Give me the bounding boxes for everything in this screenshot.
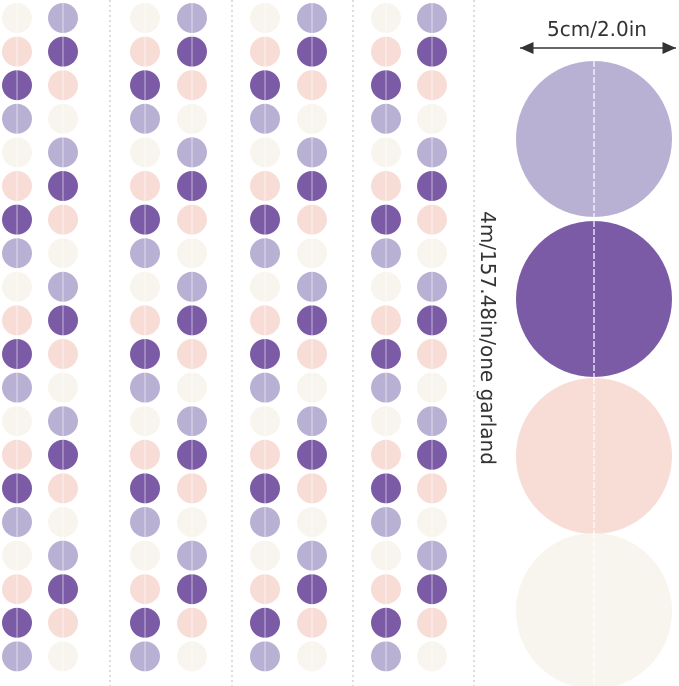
length-label: 4m/157.48in/one garland xyxy=(476,211,500,465)
width-label: 5cm/2.0in xyxy=(547,17,647,41)
size-circles xyxy=(516,61,672,686)
garlands xyxy=(2,0,475,686)
